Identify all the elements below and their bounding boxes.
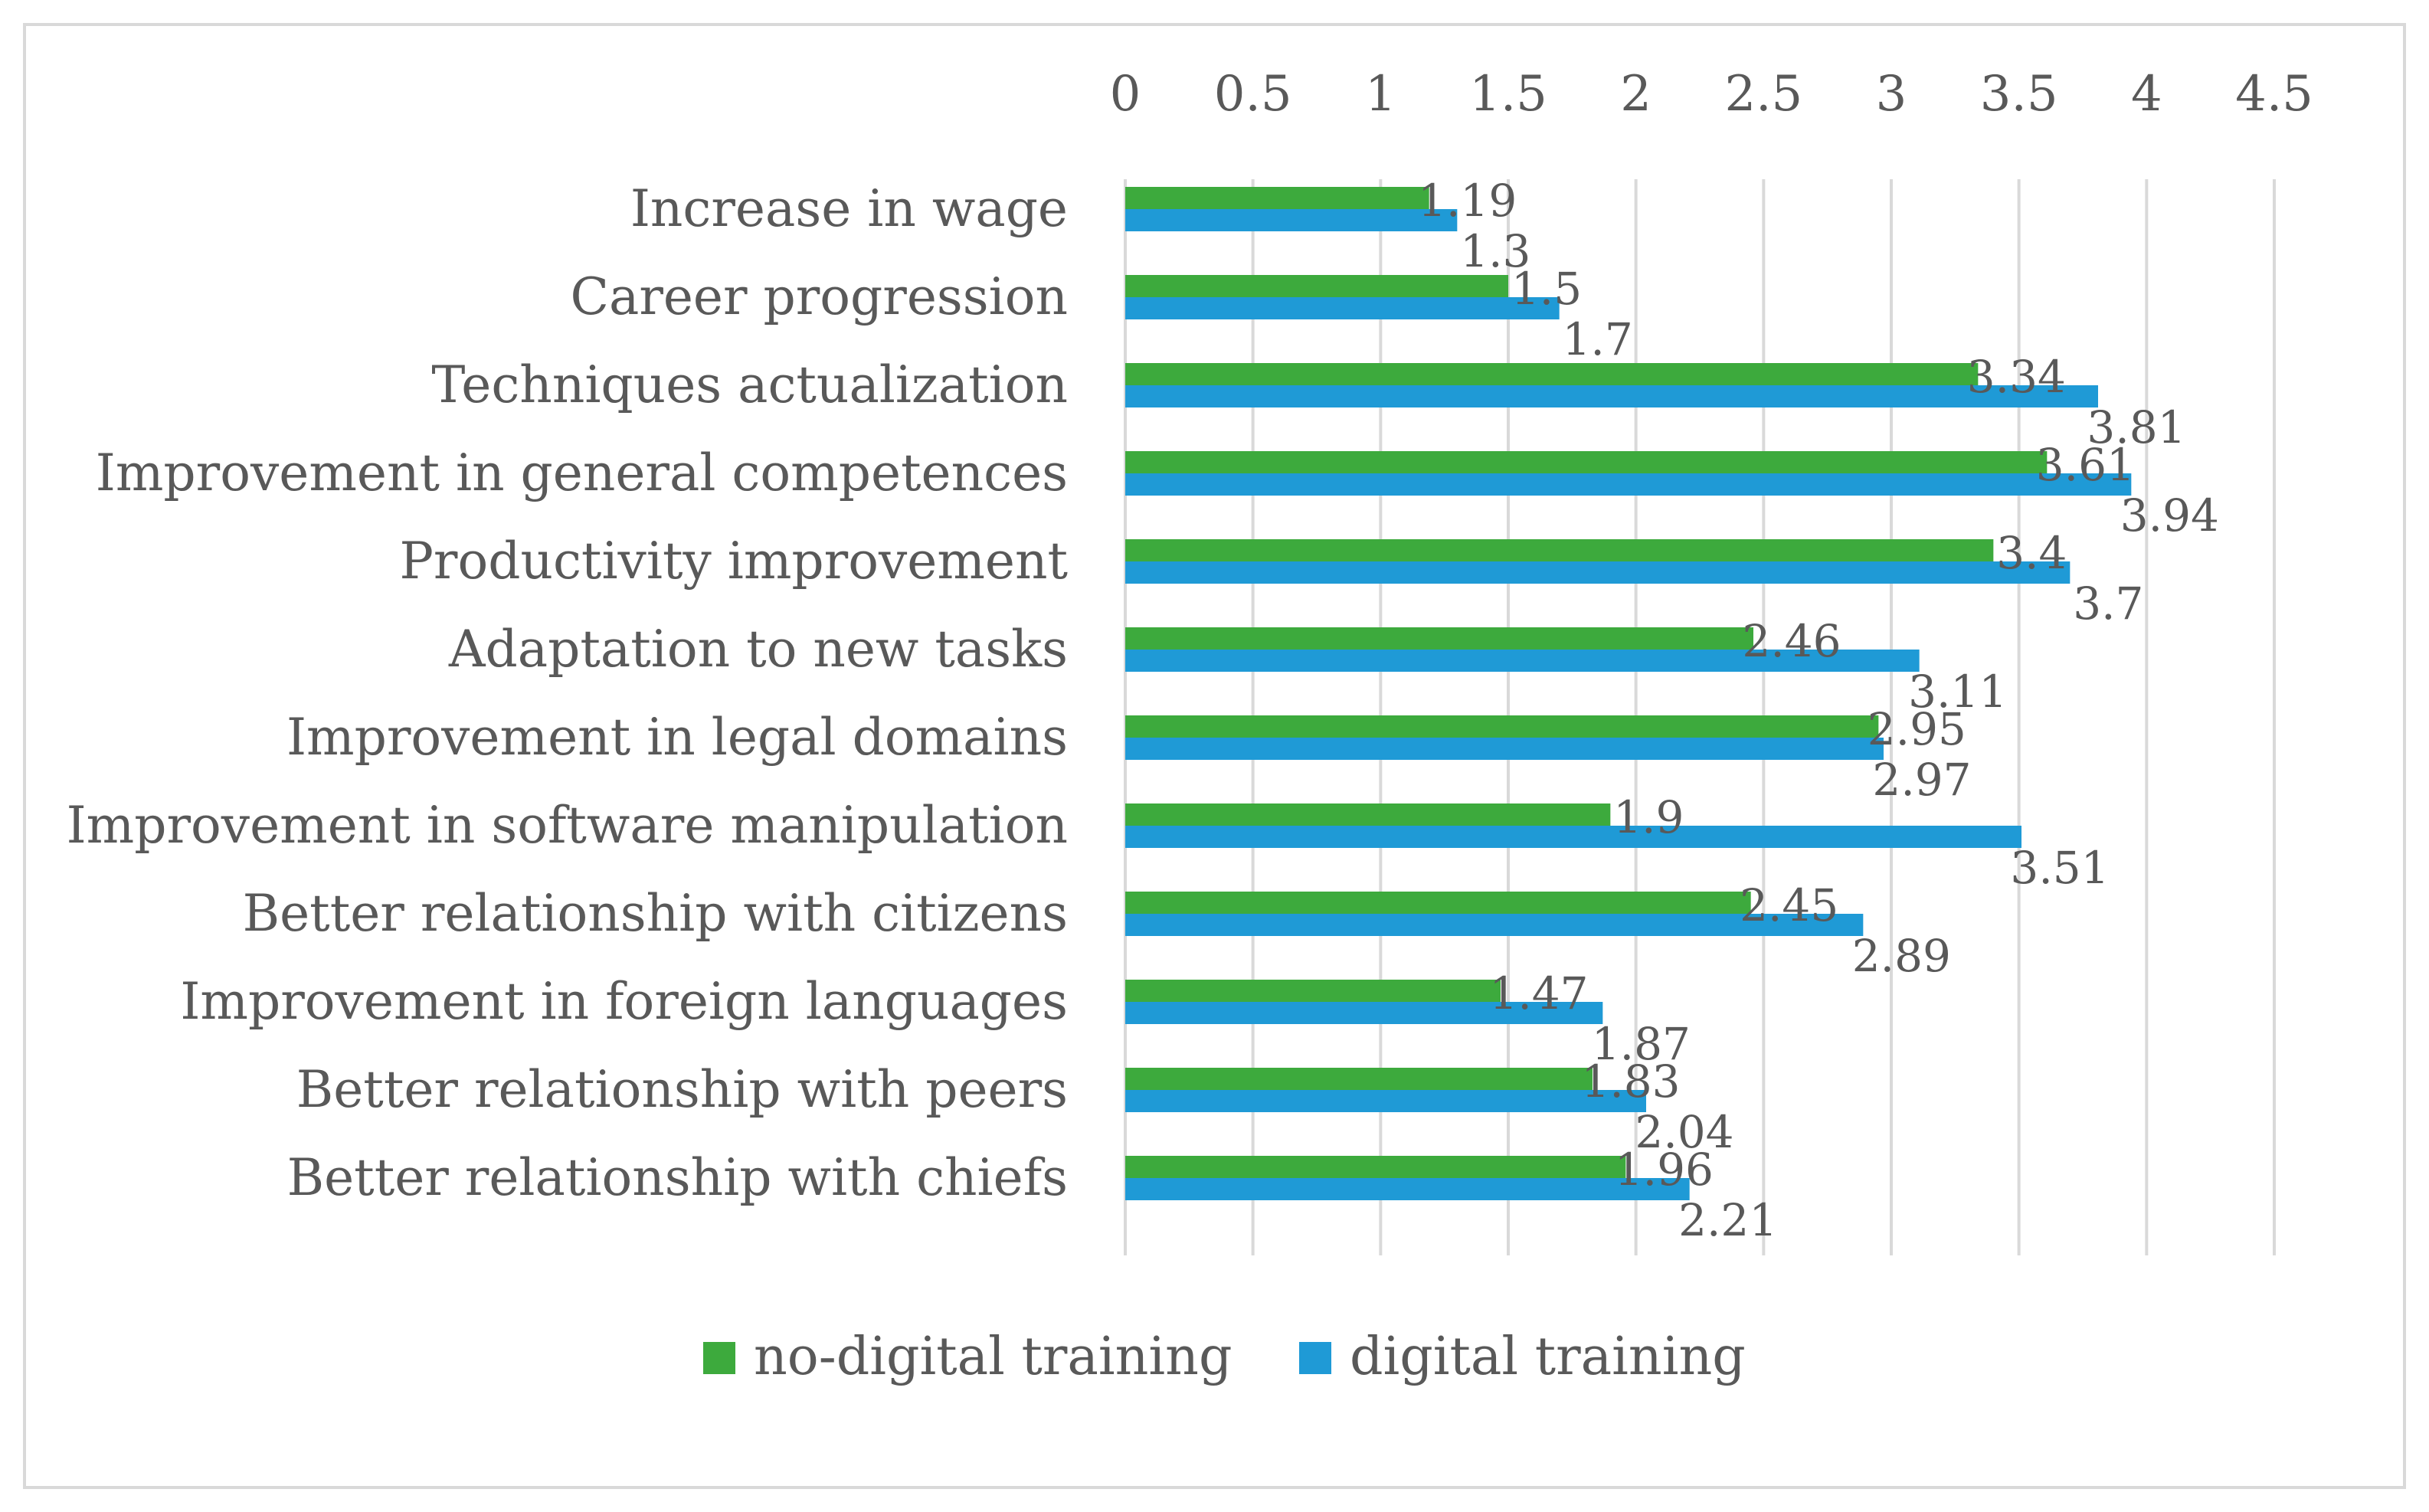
data-label: 3.94 <box>2120 489 2219 542</box>
category-label: Improvement in foreign languages <box>180 972 1068 1031</box>
x-tick-label: 1 <box>1365 66 1396 123</box>
data-labels: 1.191.31.51.7 3.34 3.813.613.94 3.43.7 2.46 3… <box>1418 175 2219 1246</box>
x-tick-label: 0 <box>1110 66 1141 123</box>
bar-no-digital-training <box>1125 187 1429 209</box>
data-label: 1.9 <box>1613 791 1684 843</box>
x-tick-label: 2 <box>1620 66 1652 123</box>
data-label: 2.95 <box>1868 703 1966 755</box>
bar-chart: 0 0.5 1 1.5 2 2.5 3 3.5 4 4.5 Increase in wage Car… <box>67 66 2313 1387</box>
bar-no-digital-training <box>1125 363 1979 385</box>
data-label: 2.97 <box>1872 754 1971 806</box>
category-label: Improvement in legal domains <box>286 708 1068 767</box>
data-label: 2.04 <box>1635 1106 1733 1158</box>
bar-digital-training <box>1125 385 2098 407</box>
legend: no-digital training digital training <box>703 1327 1746 1387</box>
bars <box>1125 187 2132 1200</box>
data-label: 2.21 <box>1678 1194 1777 1246</box>
x-tick-label: 1.5 <box>1469 66 1547 123</box>
chart-frame: 0 0.5 1 1.5 2 2.5 3 3.5 4 4.5 Increase in wage Car… <box>23 23 2406 1489</box>
bar-digital-training <box>1125 1002 1603 1024</box>
data-label: 1.96 <box>1615 1144 1714 1196</box>
legend-label: digital training <box>1350 1327 1746 1387</box>
x-tick-label: 4.5 <box>2235 66 2313 123</box>
data-label: 1.47 <box>1489 967 1588 1019</box>
data-label: 2.45 <box>1740 879 1838 931</box>
bar-digital-training <box>1125 738 1884 760</box>
data-label: 2.89 <box>1852 930 1951 982</box>
bar-digital-training <box>1125 209 1458 231</box>
bar-no-digital-training <box>1125 539 1994 561</box>
bar-digital-training <box>1125 1090 1646 1112</box>
legend-swatch <box>1299 1342 1331 1374</box>
data-label: 1.5 <box>1511 263 1582 315</box>
category-label: Better relationship with citizens <box>243 884 1068 943</box>
bar-no-digital-training <box>1125 803 1611 826</box>
x-tick-label: 2.5 <box>1724 66 1802 123</box>
bar-digital-training <box>1125 1178 1690 1200</box>
bar-digital-training <box>1125 650 1920 672</box>
data-label: 3.61 <box>2036 439 2135 491</box>
category-label: Improvement in general competences <box>96 443 1068 502</box>
data-label: 3.34 <box>1967 351 2066 403</box>
data-label: 3.51 <box>2010 842 2109 894</box>
bar-no-digital-training <box>1125 1156 1626 1178</box>
category-label: Improvement in software manipulation <box>67 796 1068 855</box>
category-label: Increase in wage <box>630 179 1068 238</box>
data-label: 3.81 <box>2087 401 2185 453</box>
data-label: 1.83 <box>1581 1055 1680 1108</box>
bar-no-digital-training <box>1125 275 1508 297</box>
category-labels: Increase in wage Career progression Techni… <box>67 179 1068 1207</box>
x-tick-label: 0.5 <box>1214 66 1292 123</box>
data-label: 1.7 <box>1563 313 1633 365</box>
bar-no-digital-training <box>1125 715 1879 738</box>
category-label: Adaptation to new tasks <box>448 620 1068 679</box>
data-label: 3.4 <box>1996 527 2067 579</box>
bar-digital-training <box>1125 561 2071 584</box>
category-label: Productivity improvement <box>400 532 1068 591</box>
data-label: 1.3 <box>1460 225 1530 277</box>
legend-swatch <box>703 1342 735 1374</box>
bar-no-digital-training <box>1125 627 1753 650</box>
x-tick-label: 4 <box>2131 66 2162 123</box>
data-label: 1.87 <box>1592 1018 1691 1070</box>
bar-digital-training <box>1125 473 2132 496</box>
legend-label: no-digital training <box>754 1327 1232 1387</box>
category-label: Better relationship with chiefs <box>287 1148 1068 1207</box>
bar-no-digital-training <box>1125 1068 1593 1090</box>
bar-no-digital-training <box>1125 451 2048 473</box>
x-axis-ticks: 0 0.5 1 1.5 2 2.5 3 3.5 4 4.5 <box>1110 66 2313 123</box>
category-label: Techniques actualization <box>431 355 1068 414</box>
bar-no-digital-training <box>1125 892 1751 914</box>
bar-no-digital-training <box>1125 980 1501 1002</box>
data-label: 2.46 <box>1742 615 1841 667</box>
x-tick-label: 3 <box>1876 66 1907 123</box>
data-label: 3.11 <box>1908 666 2007 718</box>
data-label: 3.7 <box>2073 578 2143 630</box>
data-label: 1.19 <box>1418 175 1517 227</box>
category-label: Career progression <box>570 267 1068 326</box>
bar-digital-training <box>1125 914 1864 936</box>
x-tick-label: 3.5 <box>1980 66 2058 123</box>
bar-digital-training <box>1125 297 1560 319</box>
category-label: Better relationship with peers <box>296 1060 1068 1119</box>
bar-digital-training <box>1125 826 2021 848</box>
